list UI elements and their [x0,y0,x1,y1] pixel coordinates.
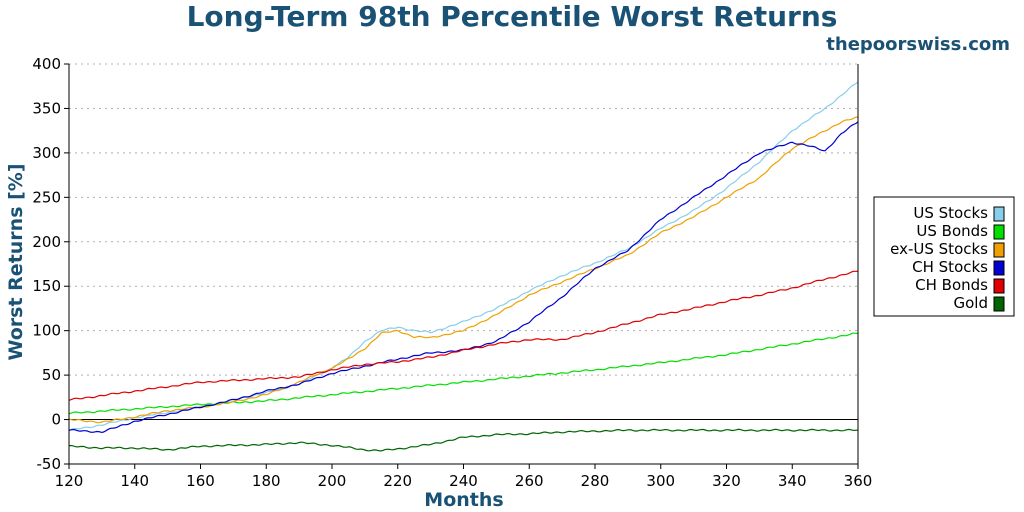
y-tick-label: 300 [32,144,61,162]
series-line-us-stocks [68,81,859,431]
x-tick-label: 180 [252,472,281,490]
legend-label: CH Stocks [912,258,988,276]
x-tick-label: 240 [449,472,478,490]
series-line-us-bonds [68,332,859,415]
x-tick-label: 260 [515,472,544,490]
y-tick-label: 400 [32,55,61,73]
chart-title: Long-Term 98th Percentile Worst Returns [186,0,838,33]
series-line-ch-stocks [68,121,859,434]
legend-swatch [993,296,1005,312]
x-tick-label: 200 [318,472,347,490]
y-tick-label: 100 [32,322,61,340]
y-axis-ticks: -50 0 50 100 150 200 250 300 350 400 [32,55,69,473]
y-tick-label: -50 [37,455,62,473]
x-tick-label: 160 [186,472,215,490]
y-tick-label: 50 [42,366,61,384]
gridlines [69,63,858,421]
legend-swatch [993,206,1005,222]
y-tick-label: 0 [51,411,61,429]
legend-swatch [993,242,1005,258]
legend-label: CH Bonds [915,276,988,294]
x-axis-ticks: 120 140 160 180 200 220 240 260 280 300 320 340 360 [55,464,873,490]
legend-label: ex-US Stocks [890,240,988,258]
x-tick-label: 340 [778,472,807,490]
legend-label: US Stocks [913,204,988,222]
x-tick-label: 320 [712,472,741,490]
series-line-ex-us-stocks [68,116,859,424]
x-axis-label: Months [424,489,503,511]
x-tick-label: 280 [581,472,610,490]
y-tick-label: 350 [32,99,61,117]
series-line-ch-bonds [68,270,859,401]
x-tick-label: 360 [844,472,873,490]
legend-label: US Bonds [916,222,988,240]
y-tick-label: 200 [32,233,61,251]
watermark: thepoorswiss.com [826,34,1010,55]
series-line-gold [68,428,858,452]
legend-swatch [993,260,1005,276]
y-axis-label: Worst Returns [%] [5,163,27,360]
y-tick-label: 150 [32,277,61,295]
plot-frame [68,64,859,465]
legend-swatch [993,278,1005,294]
x-tick-label: 120 [55,472,84,490]
x-tick-label: 140 [120,472,149,490]
x-tick-label: 220 [383,472,412,490]
legend-label: Gold [954,294,989,312]
series-lines [68,81,859,452]
legend-swatch [993,224,1005,240]
x-tick-label: 300 [646,472,675,490]
y-tick-label: 250 [32,188,61,206]
legend-box [873,196,1015,317]
